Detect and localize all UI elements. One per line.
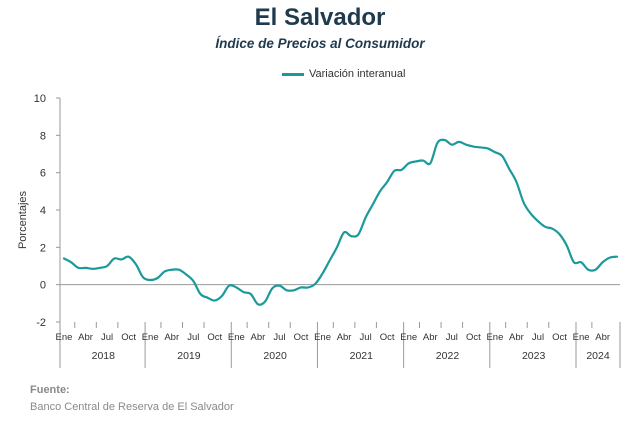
year-label: 2023: [522, 350, 546, 362]
month-tick-label: Abr: [423, 332, 438, 343]
y-tick-label: 2: [40, 242, 46, 254]
month-tick-label: Abr: [509, 332, 524, 343]
chart-subtitle: Índice de Precios al Consumidor: [215, 36, 425, 51]
chart-title: El Salvador: [254, 4, 386, 31]
legend-label: Variación interanual: [309, 68, 406, 80]
month-tick-label: Oct: [380, 332, 395, 343]
month-tick-label: Jul: [273, 332, 285, 343]
x-axis: Ene Abr Jul Oct 2018 Ene Abr Jul Oct 2019 Ene Abr Ju…: [56, 322, 621, 368]
y-tick-label: 4: [40, 205, 46, 217]
y-tick-label: 0: [40, 280, 46, 292]
source-heading: Fuente:: [30, 384, 70, 396]
month-tick-label: Oct: [207, 332, 222, 343]
month-tick-label: Jul: [360, 332, 372, 343]
month-tick-label: Ene: [573, 332, 590, 343]
year-label: 2019: [177, 350, 201, 362]
month-tick-label: Oct: [552, 332, 567, 343]
y-tick-label: -2: [36, 317, 46, 329]
month-tick-label: Abr: [164, 332, 179, 343]
year-label: 2018: [92, 350, 116, 362]
y-axis-label: Porcentajes: [17, 190, 29, 249]
year-label: 2021: [350, 350, 374, 362]
month-tick-label: Jul: [187, 332, 199, 343]
y-tick-label: 10: [34, 93, 46, 105]
month-tick-label: Ene: [142, 332, 159, 343]
month-tick-label: Oct: [294, 332, 309, 343]
legend-swatch: [282, 72, 304, 76]
month-tick-label: Abr: [251, 332, 266, 343]
series-layer: [62, 138, 619, 306]
year-label: 2020: [263, 350, 287, 362]
month-tick-label: Jul: [532, 332, 544, 343]
year-label: 2022: [436, 350, 460, 362]
month-tick-label: Abr: [78, 332, 93, 343]
month-tick-label: Ene: [228, 332, 245, 343]
source-text: Banco Central de Reserva de El Salvador: [30, 401, 234, 413]
month-tick-label: Oct: [121, 332, 136, 343]
month-tick-label: Ene: [56, 332, 73, 343]
series-line-variacion-interanual: [62, 138, 619, 306]
month-tick-label: Abr: [595, 332, 610, 343]
year-label: 2024: [586, 350, 610, 362]
month-tick-label: Ene: [400, 332, 417, 343]
y-axis: -2 0 2 4 6 8 10 Porcentajes: [17, 93, 620, 368]
month-tick-label: Ene: [314, 332, 331, 343]
y-tick-label: 8: [40, 130, 46, 142]
month-tick-label: Abr: [337, 332, 352, 343]
month-tick-label: Jul: [446, 332, 458, 343]
month-tick-label: Oct: [466, 332, 481, 343]
month-tick-label: Jul: [101, 332, 113, 343]
month-tick-label: Ene: [486, 332, 503, 343]
y-tick-label: 6: [40, 168, 46, 180]
legend: Variación interanual: [282, 68, 405, 80]
